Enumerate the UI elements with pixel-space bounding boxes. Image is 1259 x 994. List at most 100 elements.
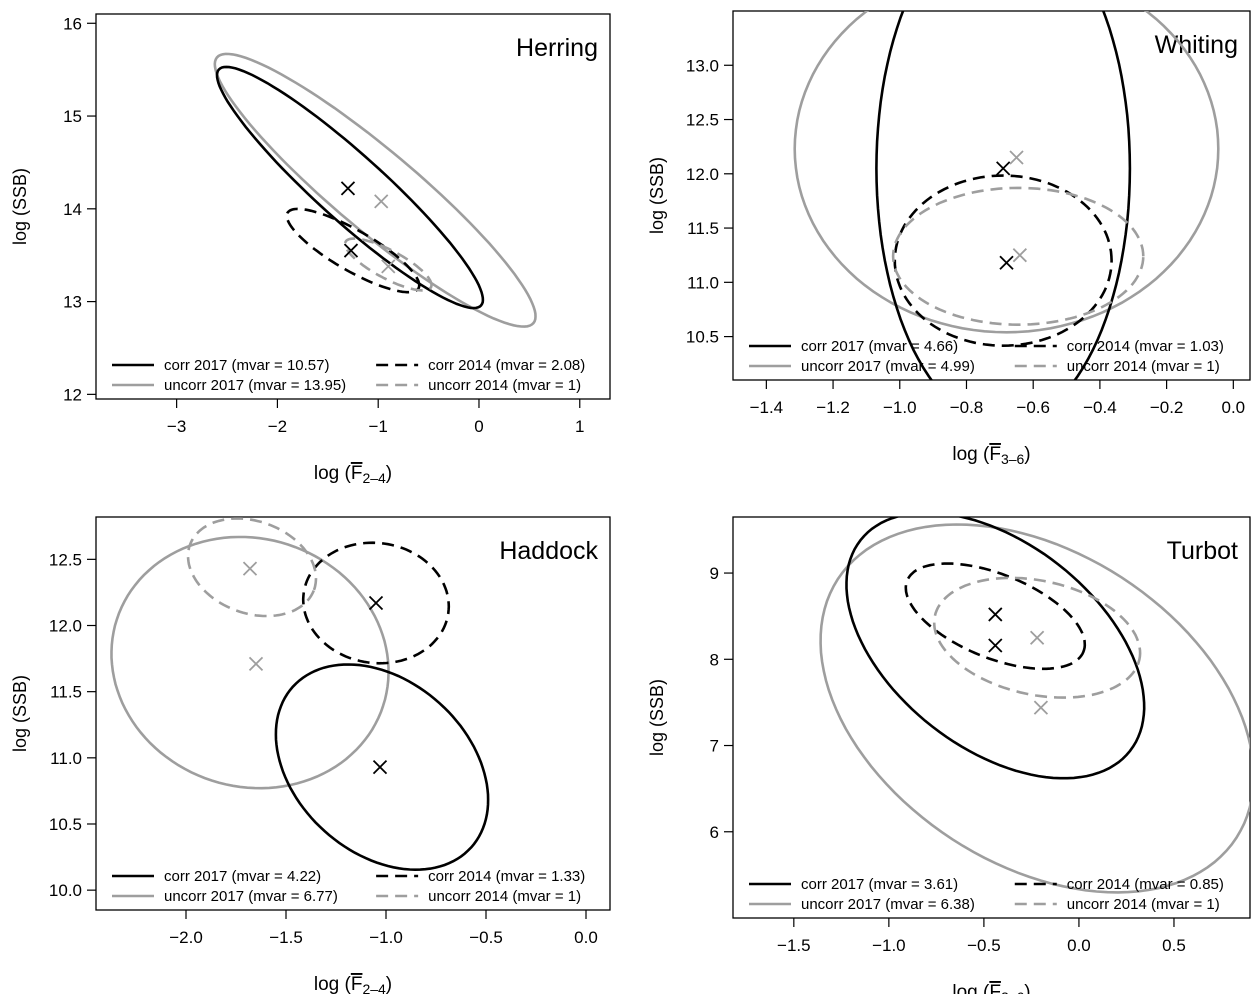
- legend-label-uncorr2014: uncorr 2014 (mvar = 1): [1067, 896, 1220, 913]
- point-uncorr2017: [1033, 700, 1049, 715]
- x-tick-label: −2: [268, 417, 287, 436]
- y-tick-label: 10.0: [49, 881, 82, 900]
- panel-haddock: −2.0 −1.5 −1.0 −0.5 0.0 10.0 10.5 11.0 11.5 12.0 1…: [10, 516, 611, 994]
- x-tick-label: −1.2: [816, 398, 850, 417]
- point-corr2017: [372, 759, 388, 775]
- legend: corr 2017 (mvar = 10.57) uncorr 2017 (mva…: [112, 357, 585, 394]
- x-tick-label: −0.4: [1083, 398, 1117, 417]
- panel-title: Turbot: [1167, 537, 1238, 565]
- y-axis-label: log (SSB): [10, 168, 30, 245]
- point-corr2017: [988, 638, 1003, 653]
- point-uncorr2017: [248, 656, 264, 672]
- x-tick-label: −1.4: [750, 398, 784, 417]
- x-tick-label: −0.5: [967, 936, 1001, 955]
- x-tick-label: −1.0: [883, 398, 917, 417]
- x-tick-label: 1: [575, 417, 584, 436]
- x-tick-label: 0.0: [1067, 936, 1091, 955]
- ellipse-corr2017: [274, 663, 490, 872]
- x-tick-label: −1.5: [777, 936, 811, 955]
- legend: corr 2017 (mvar = 4.66) uncorr 2017 (mvar…: [749, 338, 1224, 375]
- x-tick-label: −1.0: [872, 936, 906, 955]
- x-tick-label: −0.2: [1150, 398, 1184, 417]
- ellipse-uncorr2017: [819, 523, 1250, 894]
- ellipse-group: [213, 52, 537, 328]
- x-tick-label: 0.0: [1222, 398, 1246, 417]
- ellipse-corr2017: [875, 11, 1132, 380]
- ellipse-uncorr2014: [186, 517, 318, 618]
- y-tick-label: 12.0: [49, 617, 82, 636]
- point-corr2014: [988, 607, 1003, 622]
- y-tick-label: 11.5: [687, 219, 719, 238]
- x-axis-label: log (F2–4): [314, 974, 392, 994]
- legend-label-corr2014: corr 2014 (mvar = 2.08): [428, 357, 585, 374]
- x-tick-label: −0.5: [469, 928, 503, 947]
- point-uncorr2017: [374, 194, 389, 209]
- plot-frame: [95, 516, 611, 911]
- y-axis-label: log (SSB): [10, 675, 30, 752]
- y-tick-label: 12.5: [49, 550, 82, 569]
- ellipse-uncorr2017: [793, 11, 1220, 334]
- ellipse-corr2014: [301, 541, 451, 665]
- legend-label-uncorr2017: uncorr 2017 (mvar = 6.38): [801, 896, 975, 913]
- x-tick-label: −3: [167, 417, 186, 436]
- plot-frame: [732, 10, 1251, 381]
- ellipse-uncorr2014: [343, 237, 433, 292]
- point-corr2014: [343, 243, 359, 258]
- legend-label-corr2017: corr 2017 (mvar = 4.66): [801, 338, 958, 355]
- x-tick-label: 0.0: [574, 928, 598, 947]
- legend-label-corr2014: corr 2014 (mvar = 1.03): [1067, 338, 1224, 355]
- legend-label-uncorr2017: uncorr 2017 (mvar = 4.99): [801, 358, 975, 375]
- ellipse-corr2017: [845, 517, 1146, 780]
- point-uncorr2014: [1029, 630, 1045, 645]
- x-tick-label: 0: [474, 417, 483, 436]
- ellipse-group: [793, 11, 1220, 380]
- legend-label-uncorr2017: uncorr 2017 (mvar = 13.95): [164, 377, 346, 394]
- y-tick-label: 9: [710, 564, 719, 583]
- y-tick-label: 6: [710, 823, 719, 842]
- plot-frame: [732, 516, 1251, 919]
- x-tick-label: −2.0: [169, 928, 203, 947]
- legend-label-corr2017: corr 2017 (mvar = 4.22): [164, 868, 321, 885]
- legend-label-uncorr2014: uncorr 2014 (mvar = 1): [428, 377, 581, 394]
- point-uncorr2017: [1009, 150, 1024, 165]
- x-tick-label: 0.5: [1162, 936, 1186, 955]
- ellipse-corr2014: [904, 562, 1087, 671]
- legend-label-uncorr2014: uncorr 2014 (mvar = 1): [1067, 358, 1220, 375]
- y-axis-label: log (SSB): [647, 157, 667, 234]
- panel-title: Haddock: [499, 537, 598, 565]
- y-tick-label: 16: [63, 14, 82, 33]
- x-axis-label: log (F2–6): [952, 982, 1030, 994]
- ellipse-uncorr2014: [891, 186, 1145, 327]
- y-tick-label: 11.5: [50, 683, 82, 702]
- ellipse-group: [110, 517, 490, 872]
- x-axis-label: log (F2–4): [314, 463, 392, 486]
- y-tick-label: 14: [63, 200, 82, 219]
- panel-herring: −3 −2 −1 0 1 12 13 14 15 16 log (SSB) log (F2–4) Her…: [10, 13, 611, 486]
- y-axis-label: log (SSB): [647, 679, 667, 756]
- x-axis-label: log (F3–6): [952, 444, 1030, 467]
- panel-turbot: −1.5 −1.0 −0.5 0.0 0.5 6 7 8 9 log (SSB) log (F2–6…: [647, 516, 1251, 994]
- panel-whiting: −1.4 −1.2 −1.0 −0.8 −0.6 −0.4 −0.2 0.0 10.5 11.0 1…: [647, 10, 1251, 467]
- legend-label-corr2017: corr 2017 (mvar = 3.61): [801, 876, 958, 893]
- plot-frame: [95, 13, 611, 400]
- point-uncorr2014: [242, 561, 258, 576]
- y-tick-label: 13.0: [686, 56, 719, 75]
- y-tick-label: 13: [63, 293, 82, 312]
- legend: corr 2017 (mvar = 3.61) uncorr 2017 (mvar…: [749, 876, 1224, 913]
- x-tick-label: −1.0: [369, 928, 403, 947]
- ellipse-corr2017: [215, 65, 485, 310]
- panel-title: Whiting: [1155, 31, 1238, 59]
- ellipse-uncorr2017: [110, 535, 390, 790]
- point-corr2014: [999, 255, 1014, 270]
- y-tick-label: 10.5: [49, 815, 82, 834]
- legend-label-corr2014: corr 2014 (mvar = 0.85): [1067, 876, 1224, 893]
- legend-label-uncorr2017: uncorr 2017 (mvar = 6.77): [164, 888, 338, 905]
- y-tick-label: 7: [710, 737, 719, 756]
- y-tick-label: 11.0: [50, 749, 82, 768]
- point-corr2014: [368, 595, 384, 611]
- y-tick-label: 15: [63, 107, 82, 126]
- panel-title: Herring: [516, 34, 598, 62]
- x-tick-label: −1.5: [269, 928, 303, 947]
- y-tick-label: 12: [63, 385, 82, 404]
- ellipse-uncorr2017: [213, 52, 537, 328]
